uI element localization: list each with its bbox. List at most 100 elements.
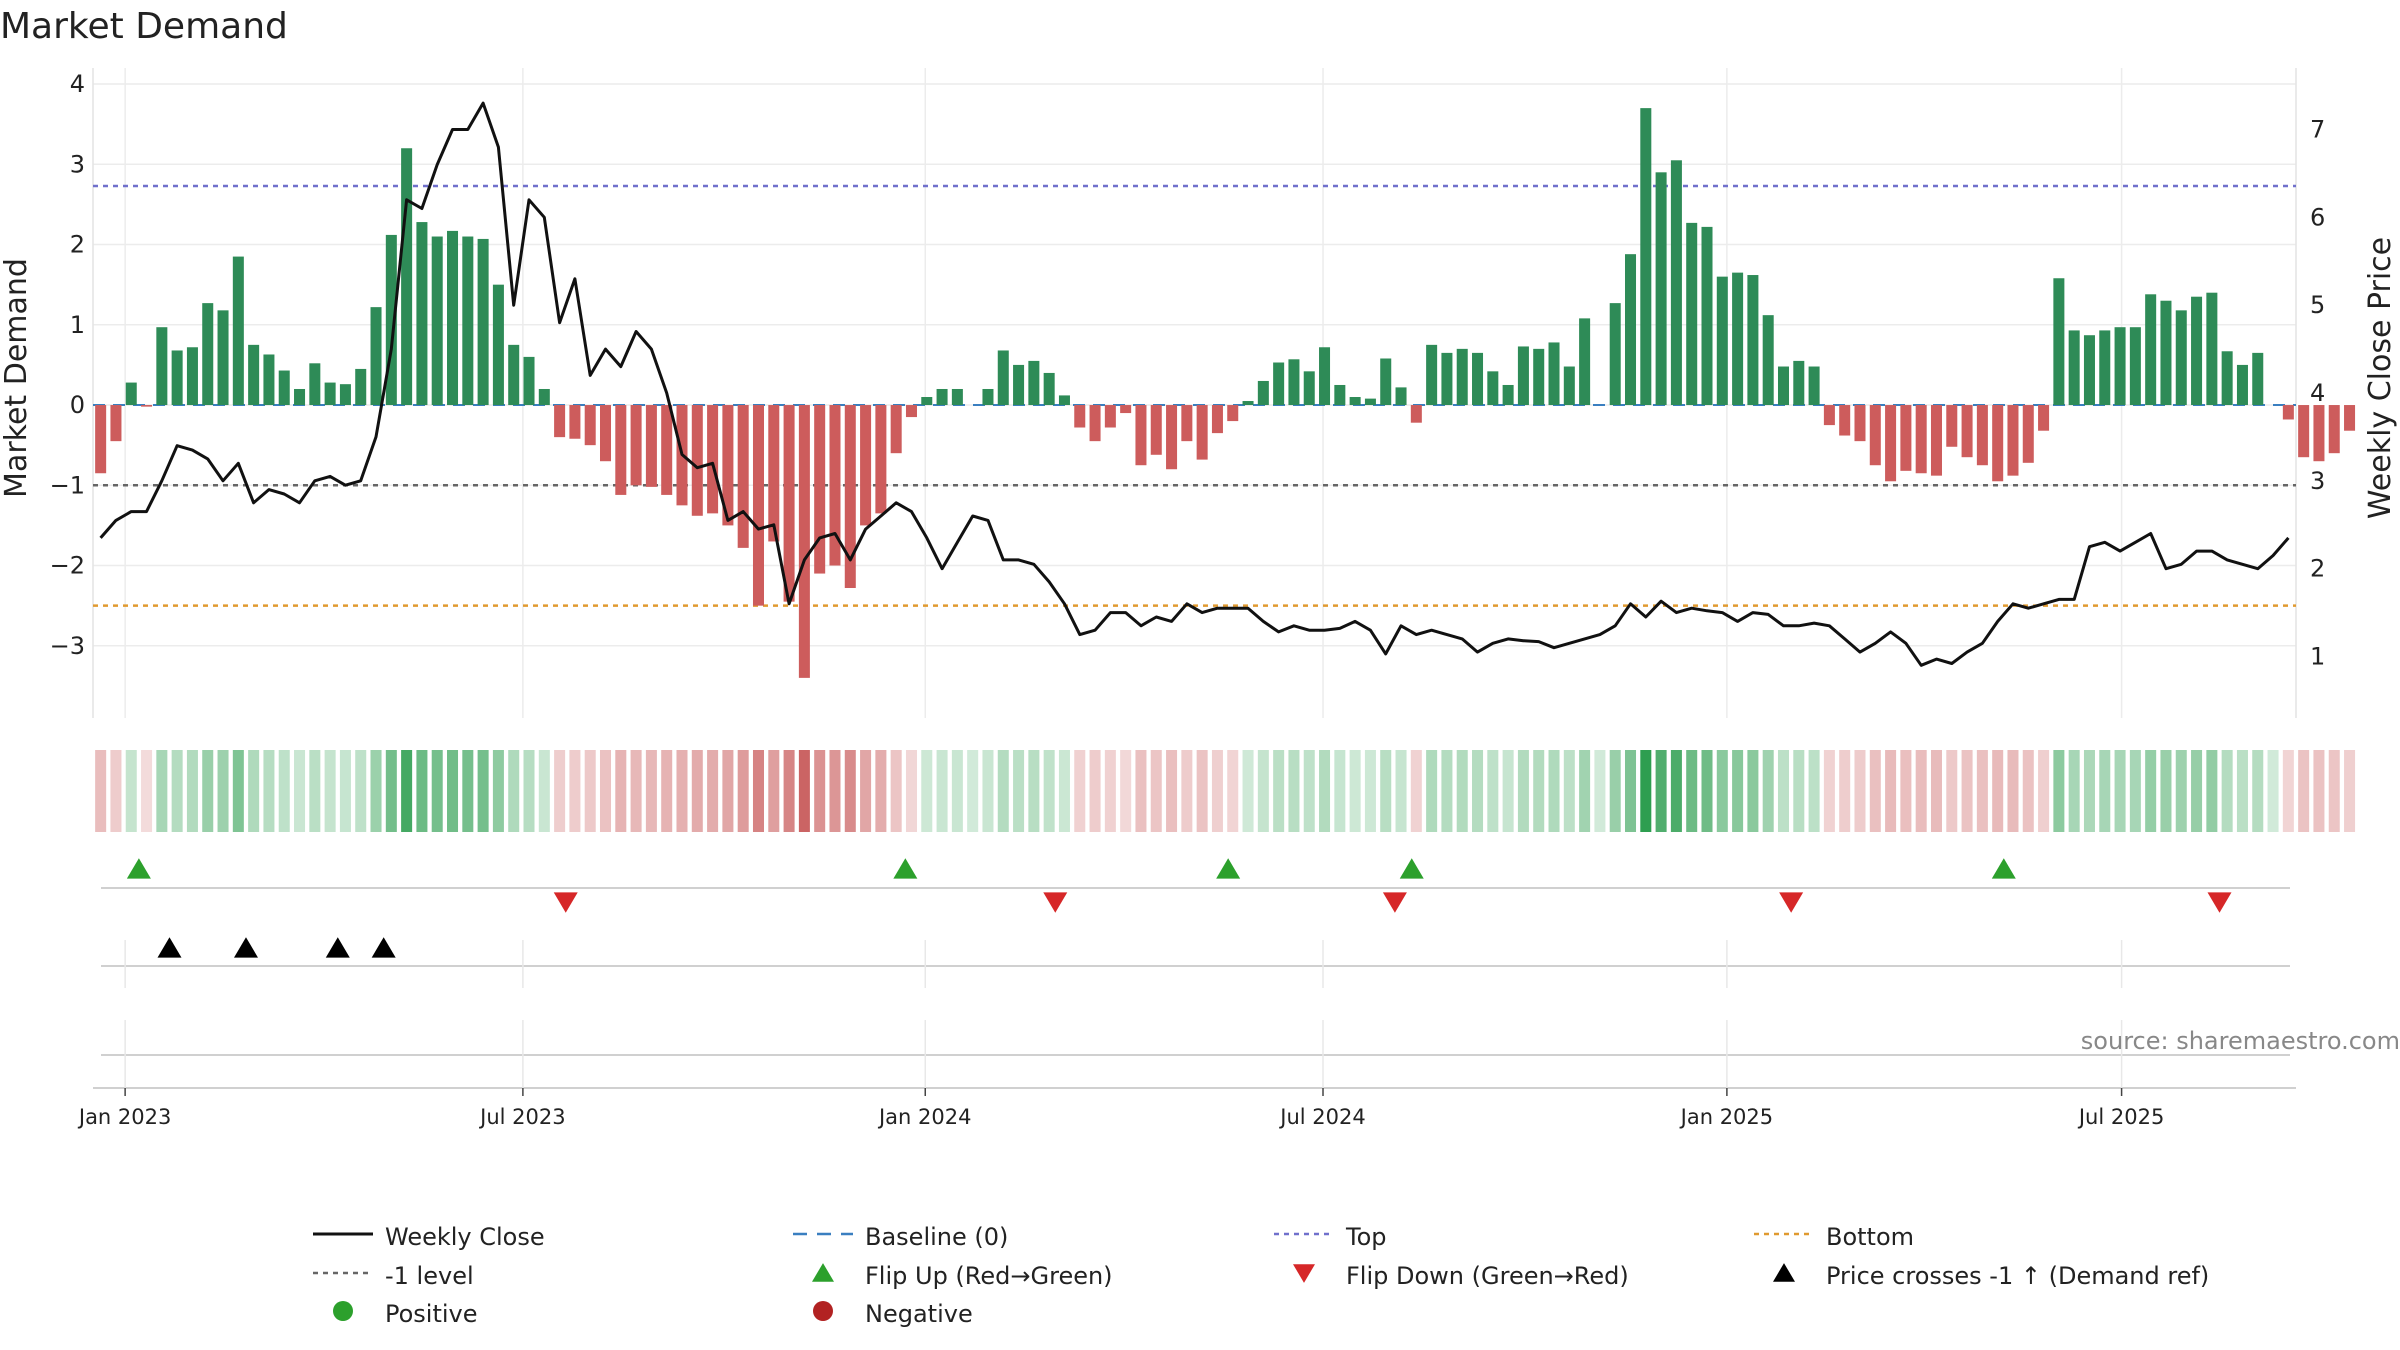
heat-cell — [1732, 750, 1744, 832]
heat-cell — [691, 750, 703, 832]
demand-bar — [2252, 352, 2264, 406]
demand-bar — [447, 230, 459, 406]
demand-bar — [997, 350, 1009, 406]
demand-bar — [2114, 327, 2126, 406]
demand-bar — [462, 236, 474, 406]
demand-bar — [95, 405, 107, 474]
demand-bar — [2191, 296, 2203, 406]
demand-bar — [1196, 405, 1208, 460]
heat-cell — [1885, 750, 1897, 832]
demand-bar — [1211, 405, 1223, 434]
heat-cell — [370, 750, 382, 832]
legend-label: Top — [1345, 1223, 1387, 1251]
heat-cell — [1548, 750, 1560, 832]
left-tick-label: 1 — [70, 311, 85, 339]
x-tick-label: Jan 2023 — [77, 1105, 172, 1129]
demand-bar — [1441, 352, 1453, 406]
heat-cell — [125, 750, 137, 832]
demand-bar — [1349, 397, 1361, 406]
right-tick-label: 6 — [2310, 203, 2325, 231]
demand-bar — [752, 405, 764, 606]
demand-bar — [921, 397, 933, 406]
demand-bar — [1334, 384, 1346, 406]
heat-cell — [1349, 750, 1361, 832]
source-note: source: sharemaestro.com — [2081, 1027, 2400, 1055]
demand-bar — [2160, 300, 2172, 406]
x-tick-label: Jul 2025 — [2077, 1105, 2164, 1129]
price-cross-marker — [233, 937, 258, 958]
demand-bar — [1686, 222, 1698, 406]
demand-bar — [141, 405, 153, 407]
heat-cell — [171, 750, 183, 832]
demand-bar — [982, 388, 994, 406]
demand-bars — [95, 108, 2356, 678]
heat-cell — [1517, 750, 1529, 832]
demand-bar — [492, 284, 504, 406]
demand-bar — [1487, 371, 1499, 406]
demand-bar — [1930, 405, 1942, 476]
legend-swatch-triangle-down — [1293, 1264, 1315, 1283]
demand-bar — [829, 405, 841, 566]
left-tick-label: −3 — [50, 632, 85, 660]
demand-bar — [1181, 405, 1193, 442]
demand-bar — [1058, 395, 1070, 406]
demand-bar — [1227, 405, 1239, 422]
demand-bar — [1410, 405, 1422, 423]
demand-bar — [2038, 405, 2050, 431]
heat-cell — [339, 750, 351, 832]
heat-cell — [2022, 750, 2034, 832]
heat-cell — [1380, 750, 1392, 832]
heat-cell — [997, 750, 1009, 832]
heat-cell — [1273, 750, 1285, 832]
demand-bar — [737, 405, 749, 548]
demand-bar — [1242, 401, 1254, 406]
heat-cell — [599, 750, 612, 832]
heat-cell — [1028, 750, 1040, 832]
demand-bar — [1563, 366, 1575, 406]
demand-bar — [2236, 364, 2248, 406]
heat-cell — [248, 750, 260, 832]
heat-cell — [1716, 750, 1728, 832]
heat-cell — [1823, 750, 1835, 832]
heat-cell — [2145, 750, 2157, 832]
heat-cell — [890, 750, 902, 832]
heat-cell — [1655, 750, 1667, 832]
heat-cell — [202, 750, 214, 832]
heat-cell — [2267, 750, 2279, 832]
demand-bar — [171, 350, 183, 406]
demand-bar — [1456, 348, 1468, 406]
demand-bar — [1823, 405, 1835, 426]
demand-bar — [1104, 405, 1116, 428]
heat-cell — [1609, 750, 1621, 832]
demand-bar — [1426, 344, 1438, 406]
legend-label: Negative — [865, 1300, 973, 1328]
heat-cell — [1150, 750, 1162, 832]
demand-bar — [2068, 330, 2080, 406]
heat-cell — [401, 750, 413, 832]
heat-cell — [615, 750, 627, 832]
heat-cell — [1074, 750, 1086, 832]
heat-cell — [1135, 750, 1147, 832]
legend-item-weekly-close: Weekly Close — [313, 1223, 545, 1251]
demand-bar — [1028, 360, 1040, 406]
heat-cell — [1930, 750, 1942, 832]
heat-cell — [2099, 750, 2111, 832]
demand-bar — [1273, 362, 1285, 406]
heat-cell — [1058, 750, 1070, 832]
demand-bar — [1777, 366, 1790, 406]
right-tick-label: 3 — [2310, 467, 2325, 495]
demand-bar — [508, 344, 520, 406]
heat-cell — [1808, 750, 1820, 832]
heat-cell — [2191, 750, 2203, 832]
legend-item-flip-up-red-green: Flip Up (Red→Green) — [812, 1262, 1113, 1290]
heat-cell — [1426, 750, 1438, 832]
price-cross-marker — [325, 937, 350, 958]
legend-label: Flip Down (Green→Red) — [1346, 1262, 1629, 1290]
demand-bar — [2129, 327, 2141, 406]
demand-bar — [1915, 405, 1927, 474]
legend-label: Bottom — [1826, 1223, 1914, 1251]
heat-cell — [462, 750, 474, 832]
heat-cell — [2068, 750, 2080, 832]
heat-cell — [1120, 750, 1132, 832]
demand-bar — [232, 256, 244, 406]
